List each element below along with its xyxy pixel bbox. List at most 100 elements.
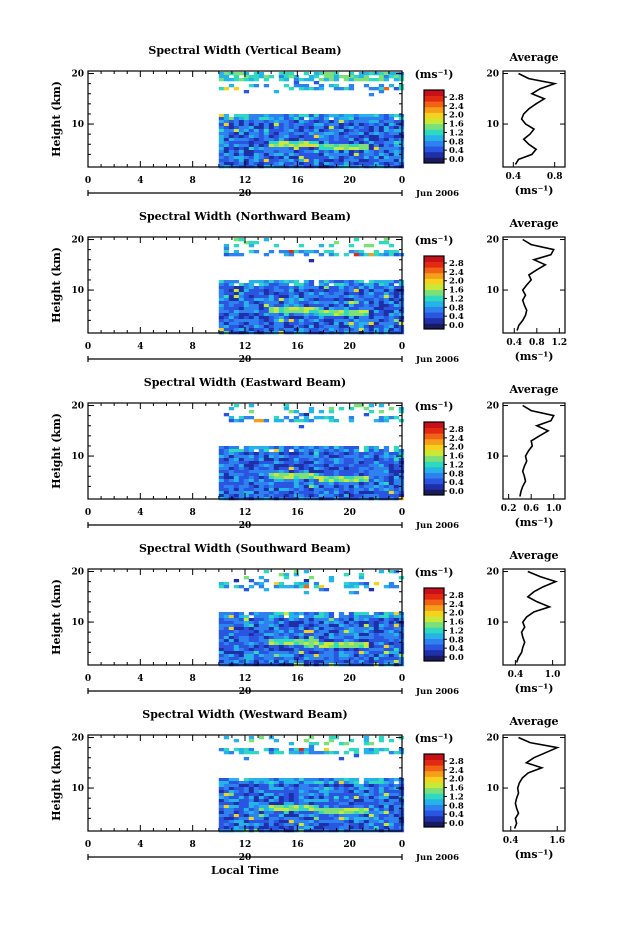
colorbar-tick-label: 0.8 <box>449 469 464 479</box>
heatmap-cell <box>353 289 360 293</box>
heatmap-cell <box>348 452 355 456</box>
heatmap-cell <box>228 319 235 323</box>
heatmap-cell <box>228 636 235 640</box>
heatmap-cell <box>318 473 325 477</box>
heatmap-cell <box>278 123 285 127</box>
heatmap-cell <box>303 778 310 782</box>
heatmap-cell <box>368 141 375 145</box>
heatmap-cell <box>303 114 310 118</box>
heatmap-cell <box>293 805 300 809</box>
heatmap-cell <box>388 470 395 474</box>
heatmap-cell <box>343 790 350 794</box>
heatmap-cell <box>308 141 315 145</box>
heatmap-cell <box>393 159 400 163</box>
heatmap-cell <box>268 150 275 154</box>
heatmap-cell <box>358 817 365 821</box>
heatmap-cell <box>308 304 315 308</box>
colorbar-segment <box>424 312 444 319</box>
heatmap-cell <box>328 790 335 794</box>
heatmap-cell <box>273 790 280 794</box>
heatmap-cell <box>328 615 335 619</box>
heatmap-cell <box>248 654 255 658</box>
heatmap-cell <box>298 618 305 622</box>
heatmap-cell <box>303 660 310 664</box>
heatmap-cell <box>318 289 325 293</box>
heatmap-cell <box>223 488 230 492</box>
heatmap-cell <box>298 633 305 637</box>
average-frame <box>502 236 566 334</box>
heatmap-cell <box>353 799 360 803</box>
heatmap-cell <box>338 811 345 815</box>
heatmap-cell <box>378 449 385 453</box>
heatmap-cell <box>228 419 235 423</box>
heatmap-cell <box>258 790 265 794</box>
heatmap-cell <box>268 615 275 619</box>
heatmap-cell <box>333 452 340 456</box>
heatmap-cell <box>258 153 265 157</box>
heatmap-cell <box>293 657 300 661</box>
heatmap-cell <box>378 310 385 314</box>
heatmap-cell <box>338 787 345 791</box>
heatmap-cell <box>293 310 300 314</box>
heatmap-cell <box>278 467 285 471</box>
heatmap-cell <box>343 636 350 640</box>
heatmap-cell <box>358 298 365 302</box>
heatmap-cell <box>348 814 355 818</box>
heatmap-cell <box>358 494 365 498</box>
heatmap-cell <box>223 657 230 661</box>
heatmap-cell <box>268 482 275 486</box>
heatmap-cell <box>358 784 365 788</box>
heatmap-cell <box>223 814 230 818</box>
heatmap-cell <box>383 328 390 332</box>
date-marker: 20 <box>239 853 252 863</box>
heatmap-cell <box>243 781 250 785</box>
heatmap-cell <box>223 751 230 755</box>
heatmap-cell <box>313 488 320 492</box>
heatmap-cell <box>223 159 230 163</box>
heatmap-cell <box>238 790 245 794</box>
heatmap-cell <box>393 461 400 465</box>
x-tick-label: 4 <box>137 176 143 186</box>
heatmap-cell <box>378 793 385 797</box>
heatmap-cell <box>393 482 400 486</box>
heatmap-cell <box>263 304 270 308</box>
heatmap-cell <box>278 283 285 287</box>
heatmap-cell <box>243 621 250 625</box>
heatmap-cell <box>333 639 340 643</box>
heatmap-cell <box>253 75 260 79</box>
colorbar-segment <box>424 754 444 761</box>
heatmap-cell <box>343 449 350 453</box>
heatmap-cell <box>218 479 225 483</box>
heatmap-cell <box>243 159 250 163</box>
heatmap-cell <box>358 289 365 293</box>
heatmap-cell <box>283 624 290 628</box>
heatmap-cell <box>323 814 330 818</box>
heatmap-cell <box>318 301 325 305</box>
heatmap-cell <box>258 319 265 323</box>
heatmap-cell <box>388 304 395 308</box>
heatmap-cell <box>293 627 300 631</box>
heatmap-cell <box>318 808 325 812</box>
heatmap-cell <box>288 75 295 79</box>
heatmap-cell <box>363 488 370 492</box>
heatmap-cell <box>343 787 350 791</box>
heatmap-cell <box>248 301 255 305</box>
heatmap-cell <box>298 144 305 148</box>
heatmap-cell <box>368 811 375 815</box>
heatmap-cell <box>363 132 370 136</box>
heatmap-cell <box>303 135 310 139</box>
heatmap-cell <box>273 316 280 320</box>
heatmap-cell <box>278 325 285 329</box>
heatmap-cell <box>378 645 385 649</box>
heatmap-cell <box>318 654 325 658</box>
heatmap-cell <box>293 322 300 326</box>
heatmap-cell <box>313 482 320 486</box>
colorbar-segment <box>424 461 444 468</box>
heatmap-cell <box>338 120 345 124</box>
heatmap-cell <box>348 280 355 284</box>
heatmap-cell <box>368 654 375 658</box>
heatmap-cell <box>308 790 315 794</box>
heatmap-cell <box>383 455 390 459</box>
heatmap-cell <box>238 654 245 658</box>
